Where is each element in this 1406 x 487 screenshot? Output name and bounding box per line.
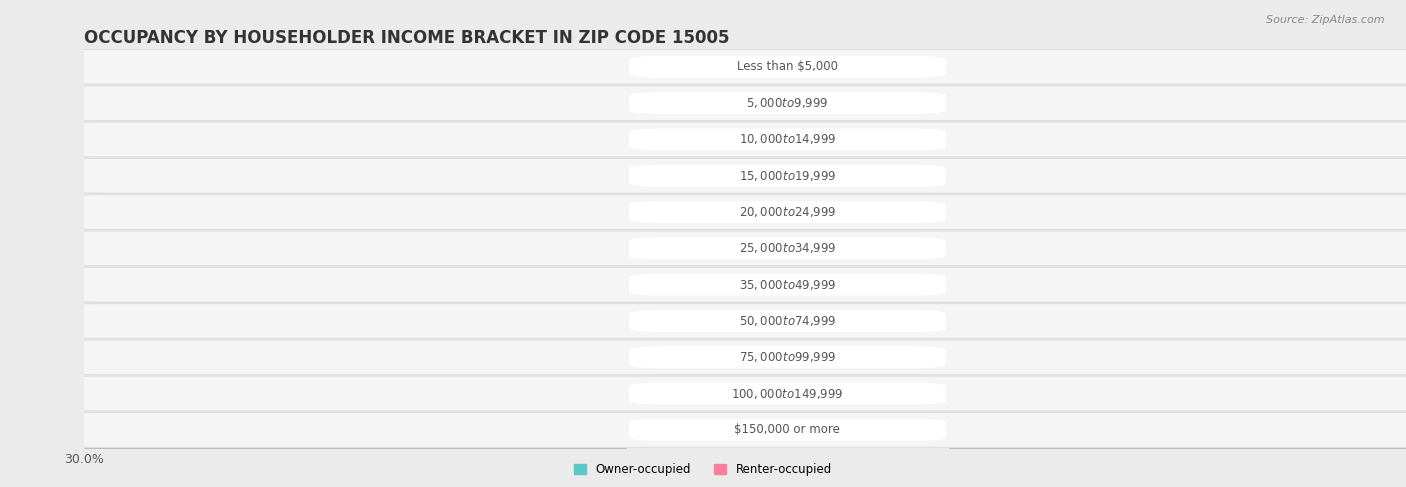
Bar [606, 128, 626, 150]
FancyBboxPatch shape [72, 86, 1406, 121]
Text: 15.9%: 15.9% [464, 278, 501, 291]
Text: OCCUPANCY BY HOUSEHOLDER INCOME BRACKET IN ZIP CODE 15005: OCCUPANCY BY HOUSEHOLDER INCOME BRACKET … [84, 29, 730, 47]
Text: $10,000 to $14,999: $10,000 to $14,999 [738, 132, 837, 147]
FancyBboxPatch shape [72, 158, 1406, 193]
Bar [949, 382, 1147, 405]
Text: 5.0%: 5.0% [1049, 206, 1078, 219]
Text: 0.49%: 0.49% [571, 60, 607, 74]
FancyBboxPatch shape [72, 122, 1406, 157]
FancyBboxPatch shape [72, 340, 1406, 375]
FancyBboxPatch shape [628, 129, 946, 150]
Text: 11.6%: 11.6% [1167, 242, 1205, 255]
Text: 0.03%: 0.03% [579, 96, 616, 110]
FancyBboxPatch shape [72, 412, 1406, 448]
FancyBboxPatch shape [72, 267, 1406, 302]
Text: $150,000 or more: $150,000 or more [734, 423, 841, 436]
FancyBboxPatch shape [628, 383, 946, 405]
FancyBboxPatch shape [628, 165, 946, 187]
Text: 0.0%: 0.0% [957, 423, 987, 436]
Text: 1.1%: 1.1% [567, 169, 596, 182]
FancyBboxPatch shape [628, 346, 946, 368]
Text: 23.9%: 23.9% [1146, 315, 1184, 327]
Bar [949, 165, 1070, 187]
Bar [949, 346, 1063, 369]
Bar [212, 419, 626, 441]
Text: 2.3%: 2.3% [546, 206, 575, 219]
Text: 17.8%: 17.8% [447, 387, 484, 400]
Text: 11.0%: 11.0% [1157, 387, 1194, 400]
FancyBboxPatch shape [72, 231, 1406, 266]
Text: 14.0%: 14.0% [326, 351, 364, 364]
Bar [305, 382, 626, 405]
Text: 6.3%: 6.3% [1071, 351, 1101, 364]
FancyBboxPatch shape [628, 201, 946, 223]
FancyBboxPatch shape [72, 303, 1406, 338]
Bar [949, 128, 969, 150]
Text: 21.4%: 21.4% [413, 315, 451, 327]
FancyBboxPatch shape [628, 56, 946, 78]
Text: $5,000 to $9,999: $5,000 to $9,999 [747, 96, 828, 110]
Bar [949, 273, 1403, 296]
Bar [373, 346, 626, 369]
Bar [949, 56, 1057, 78]
Text: $75,000 to $99,999: $75,000 to $99,999 [738, 350, 837, 364]
Bar [949, 310, 1381, 332]
Text: $50,000 to $74,999: $50,000 to $74,999 [738, 314, 837, 328]
Text: $20,000 to $24,999: $20,000 to $24,999 [738, 205, 837, 219]
FancyBboxPatch shape [628, 419, 946, 441]
Text: 3.2%: 3.2% [1015, 96, 1046, 110]
Bar [239, 310, 626, 332]
FancyBboxPatch shape [72, 376, 1406, 411]
Text: $100,000 to $149,999: $100,000 to $149,999 [731, 387, 844, 401]
Bar [949, 237, 1159, 260]
FancyBboxPatch shape [628, 310, 946, 332]
Bar [949, 201, 1039, 224]
Text: $15,000 to $19,999: $15,000 to $19,999 [738, 169, 837, 183]
FancyBboxPatch shape [628, 238, 946, 259]
Text: 25.2%: 25.2% [1157, 278, 1195, 291]
Bar [949, 92, 1007, 114]
FancyBboxPatch shape [628, 274, 946, 296]
Bar [571, 237, 626, 260]
Bar [606, 165, 626, 187]
Text: $25,000 to $34,999: $25,000 to $34,999 [738, 242, 837, 255]
Text: $35,000 to $49,999: $35,000 to $49,999 [738, 278, 837, 292]
Text: 22.9%: 22.9% [401, 423, 437, 436]
Bar [339, 273, 626, 296]
Text: 1.1%: 1.1% [979, 133, 1008, 146]
Legend: Owner-occupied, Renter-occupied: Owner-occupied, Renter-occupied [569, 459, 837, 481]
Bar [617, 56, 626, 78]
Text: 6.7%: 6.7% [1078, 169, 1109, 182]
Text: 6.0%: 6.0% [1066, 60, 1097, 74]
Text: 3.0%: 3.0% [533, 242, 562, 255]
FancyBboxPatch shape [628, 92, 946, 114]
Text: Source: ZipAtlas.com: Source: ZipAtlas.com [1267, 15, 1385, 25]
FancyBboxPatch shape [72, 195, 1406, 229]
FancyBboxPatch shape [72, 49, 1406, 84]
Text: 1.1%: 1.1% [567, 133, 596, 146]
Bar [583, 201, 626, 224]
Text: Less than $5,000: Less than $5,000 [737, 60, 838, 74]
